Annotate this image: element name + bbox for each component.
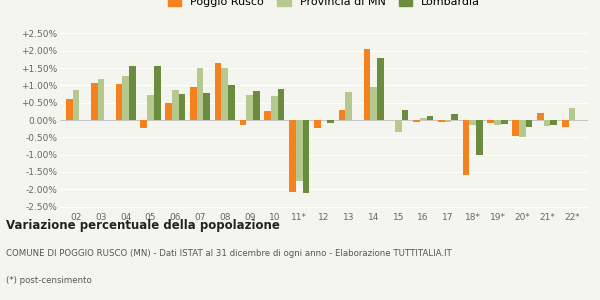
Bar bbox=[377, 58, 383, 120]
Bar bbox=[215, 63, 221, 120]
Bar bbox=[469, 120, 476, 125]
Bar bbox=[562, 120, 569, 127]
Bar bbox=[346, 92, 352, 120]
Bar bbox=[203, 93, 210, 120]
Bar bbox=[190, 87, 197, 120]
Bar bbox=[370, 87, 377, 120]
Bar bbox=[140, 120, 147, 127]
Bar bbox=[239, 120, 246, 125]
Bar bbox=[328, 120, 334, 124]
Text: (*) post-censimento: (*) post-censimento bbox=[6, 276, 92, 285]
Bar bbox=[278, 89, 284, 120]
Bar bbox=[179, 94, 185, 120]
Bar bbox=[165, 103, 172, 120]
Bar bbox=[66, 98, 73, 120]
Bar bbox=[289, 120, 296, 192]
Bar bbox=[395, 120, 402, 132]
Bar bbox=[172, 89, 179, 120]
Bar bbox=[463, 120, 469, 175]
Bar bbox=[487, 120, 494, 124]
Text: COMUNE DI POGGIO RUSCO (MN) - Dati ISTAT al 31 dicembre di ogni anno - Elaborazi: COMUNE DI POGGIO RUSCO (MN) - Dati ISTAT… bbox=[6, 249, 452, 258]
Bar bbox=[116, 84, 122, 120]
Bar bbox=[550, 120, 557, 125]
Bar bbox=[420, 118, 427, 120]
Bar bbox=[402, 110, 409, 120]
Bar bbox=[221, 68, 228, 120]
Bar bbox=[451, 114, 458, 120]
Bar bbox=[147, 95, 154, 120]
Bar bbox=[476, 120, 483, 155]
Bar bbox=[526, 120, 532, 127]
Bar bbox=[512, 120, 519, 136]
Bar bbox=[501, 120, 508, 124]
Bar bbox=[129, 66, 136, 120]
Text: Variazione percentuale della popolazione: Variazione percentuale della popolazione bbox=[6, 219, 280, 232]
Bar bbox=[537, 113, 544, 120]
Bar bbox=[544, 120, 550, 126]
Bar bbox=[246, 95, 253, 120]
Bar bbox=[302, 120, 309, 194]
Bar bbox=[445, 120, 451, 122]
Bar bbox=[314, 120, 320, 127]
Bar bbox=[253, 91, 260, 120]
Bar bbox=[265, 111, 271, 120]
Bar bbox=[413, 120, 420, 122]
Bar bbox=[427, 116, 433, 120]
Bar bbox=[569, 108, 575, 120]
Bar bbox=[73, 89, 79, 120]
Bar bbox=[197, 68, 203, 120]
Bar bbox=[122, 76, 129, 120]
Bar bbox=[228, 85, 235, 120]
Bar bbox=[519, 120, 526, 137]
Bar bbox=[296, 120, 302, 181]
Bar bbox=[494, 120, 501, 125]
Bar bbox=[339, 110, 346, 120]
Bar bbox=[98, 79, 104, 120]
Bar bbox=[271, 97, 278, 120]
Bar bbox=[364, 49, 370, 120]
Bar bbox=[91, 82, 98, 120]
Bar bbox=[438, 120, 445, 122]
Legend: Poggio Rusco, Provincia di MN, Lombardia: Poggio Rusco, Provincia di MN, Lombardia bbox=[168, 0, 480, 7]
Bar bbox=[154, 66, 161, 120]
